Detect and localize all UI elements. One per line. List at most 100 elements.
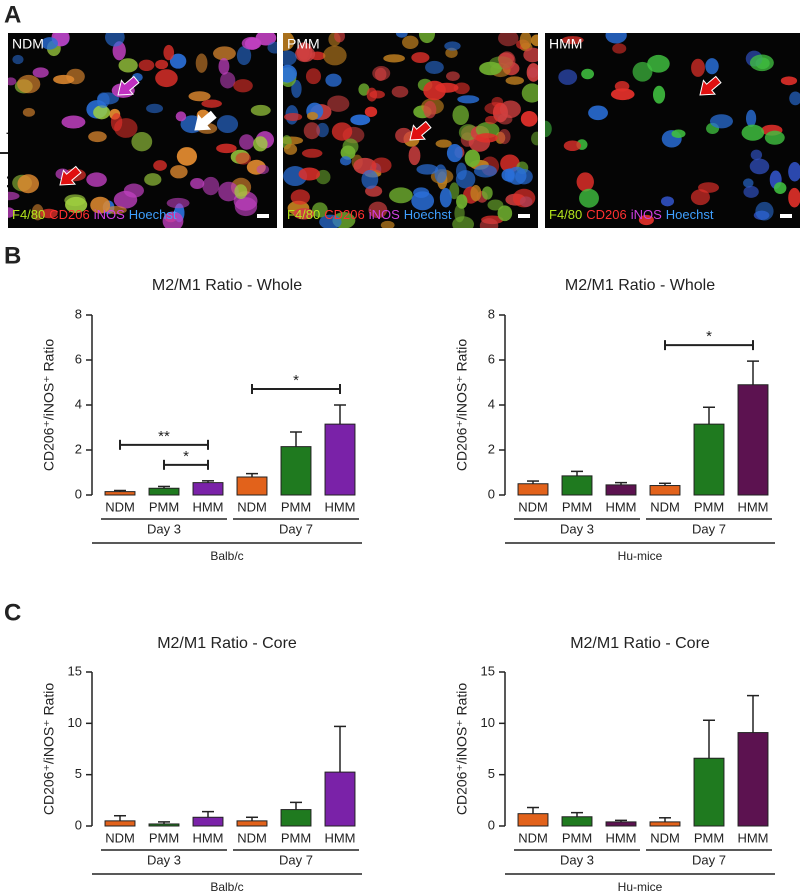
cell: [350, 114, 371, 126]
cell: [86, 172, 107, 187]
cell: [612, 43, 627, 54]
cell: [40, 208, 58, 219]
x-tick-label: HMM: [737, 830, 768, 845]
y-tick-label: 6: [75, 351, 82, 366]
cell: [523, 47, 538, 63]
cell: [233, 79, 253, 93]
cell: [446, 71, 460, 82]
cell: [464, 149, 481, 168]
bar: [236, 476, 268, 496]
cell: [90, 196, 111, 214]
stain-name: F4/80: [287, 207, 320, 222]
cell: [8, 191, 20, 201]
y-axis-label: CD206⁺/iNOS⁺ Ratio: [454, 339, 470, 471]
error-bar: [659, 817, 671, 822]
cell: [267, 41, 277, 54]
cell: [331, 122, 353, 141]
arrow-shape: [59, 165, 82, 186]
y-tick-label: 15: [68, 663, 82, 678]
cell: [691, 58, 705, 77]
panel-label: C: [4, 599, 21, 626]
row-tick: [0, 152, 8, 154]
cell: [588, 105, 608, 121]
bar: [280, 809, 312, 827]
group-label: Day 7: [279, 521, 313, 536]
sig-label: *: [706, 328, 712, 345]
micrograph-title: HMM: [549, 36, 582, 52]
subject-label: Hu-mice: [618, 549, 663, 563]
cell: [368, 201, 388, 219]
cell: [380, 220, 395, 228]
x-tick-label: NDM: [105, 830, 135, 845]
bar: [561, 475, 593, 496]
cell: [372, 65, 391, 81]
cell: [452, 105, 469, 126]
stain-name: iNOS: [631, 207, 662, 222]
y-axis-label: CD206⁺/iNOS⁺ Ratio: [41, 339, 57, 471]
y-axis-label: CD206⁺/iNOS⁺ Ratio: [454, 683, 470, 815]
cell: [788, 187, 800, 208]
stain-name: Hoechst: [666, 207, 714, 222]
x-tick-label: HMM: [324, 499, 355, 514]
x-tick-label: PMM: [694, 499, 724, 514]
bar: [693, 423, 725, 496]
stain-legend: F4/80 CD206 iNOS Hoechst: [12, 207, 177, 222]
stain-name: F4/80: [12, 207, 45, 222]
cell: [504, 168, 515, 183]
x-tick-label: PMM: [281, 499, 311, 514]
x-tick-label: NDM: [105, 499, 135, 514]
y-tick-label: 10: [481, 715, 495, 730]
bar: [280, 446, 312, 496]
stain-name: iNOS: [369, 207, 400, 222]
error-bar: [615, 819, 627, 822]
sig-label: **: [158, 428, 170, 445]
cell: [402, 35, 419, 49]
chart-title: M2/M1 Ratio - Whole: [152, 277, 302, 294]
error-bar: [334, 404, 346, 425]
cell: [123, 183, 144, 198]
stain-name: Hoechst: [404, 207, 452, 222]
group-label: Day 3: [560, 521, 594, 536]
error-bar: [527, 480, 539, 484]
cell: [235, 152, 251, 165]
cell: [563, 140, 582, 152]
cell: [364, 106, 378, 118]
arrow-shape: [117, 75, 140, 96]
cell: [93, 105, 111, 120]
cell: [520, 110, 538, 127]
cell: [780, 76, 798, 86]
stain-name: CD206: [586, 207, 626, 222]
cell: [435, 139, 452, 148]
micrograph-title: PMM: [287, 36, 320, 52]
arrow-shape: [699, 75, 722, 96]
bar: [324, 423, 356, 496]
x-tick-label: HMM: [192, 830, 223, 845]
stain-name: CD206: [49, 207, 89, 222]
y-tick-label: 5: [488, 766, 495, 781]
y-tick-label: 0: [75, 486, 82, 501]
cell: [250, 104, 271, 116]
cell: [531, 131, 538, 146]
cell: [162, 211, 184, 228]
group-label: Day 3: [147, 852, 181, 867]
group-label: Day 7: [279, 852, 313, 867]
cell: [306, 111, 319, 121]
cell: [498, 128, 511, 145]
cell: [750, 149, 763, 161]
cell: [697, 182, 720, 193]
cell: [444, 41, 461, 51]
cell: [395, 33, 408, 38]
cell: [561, 36, 584, 45]
sig-label: *: [293, 372, 299, 389]
cell: [475, 133, 498, 143]
bar: [192, 482, 224, 496]
y-tick-label: 0: [75, 817, 82, 832]
cell: [749, 158, 770, 175]
x-tick-label: PMM: [149, 830, 179, 845]
x-tick-label: HMM: [605, 499, 636, 514]
scale-bar: [257, 214, 269, 218]
cell: [530, 34, 538, 47]
error-bar: [615, 481, 627, 485]
cell: [327, 95, 350, 112]
arrow: [117, 75, 140, 96]
